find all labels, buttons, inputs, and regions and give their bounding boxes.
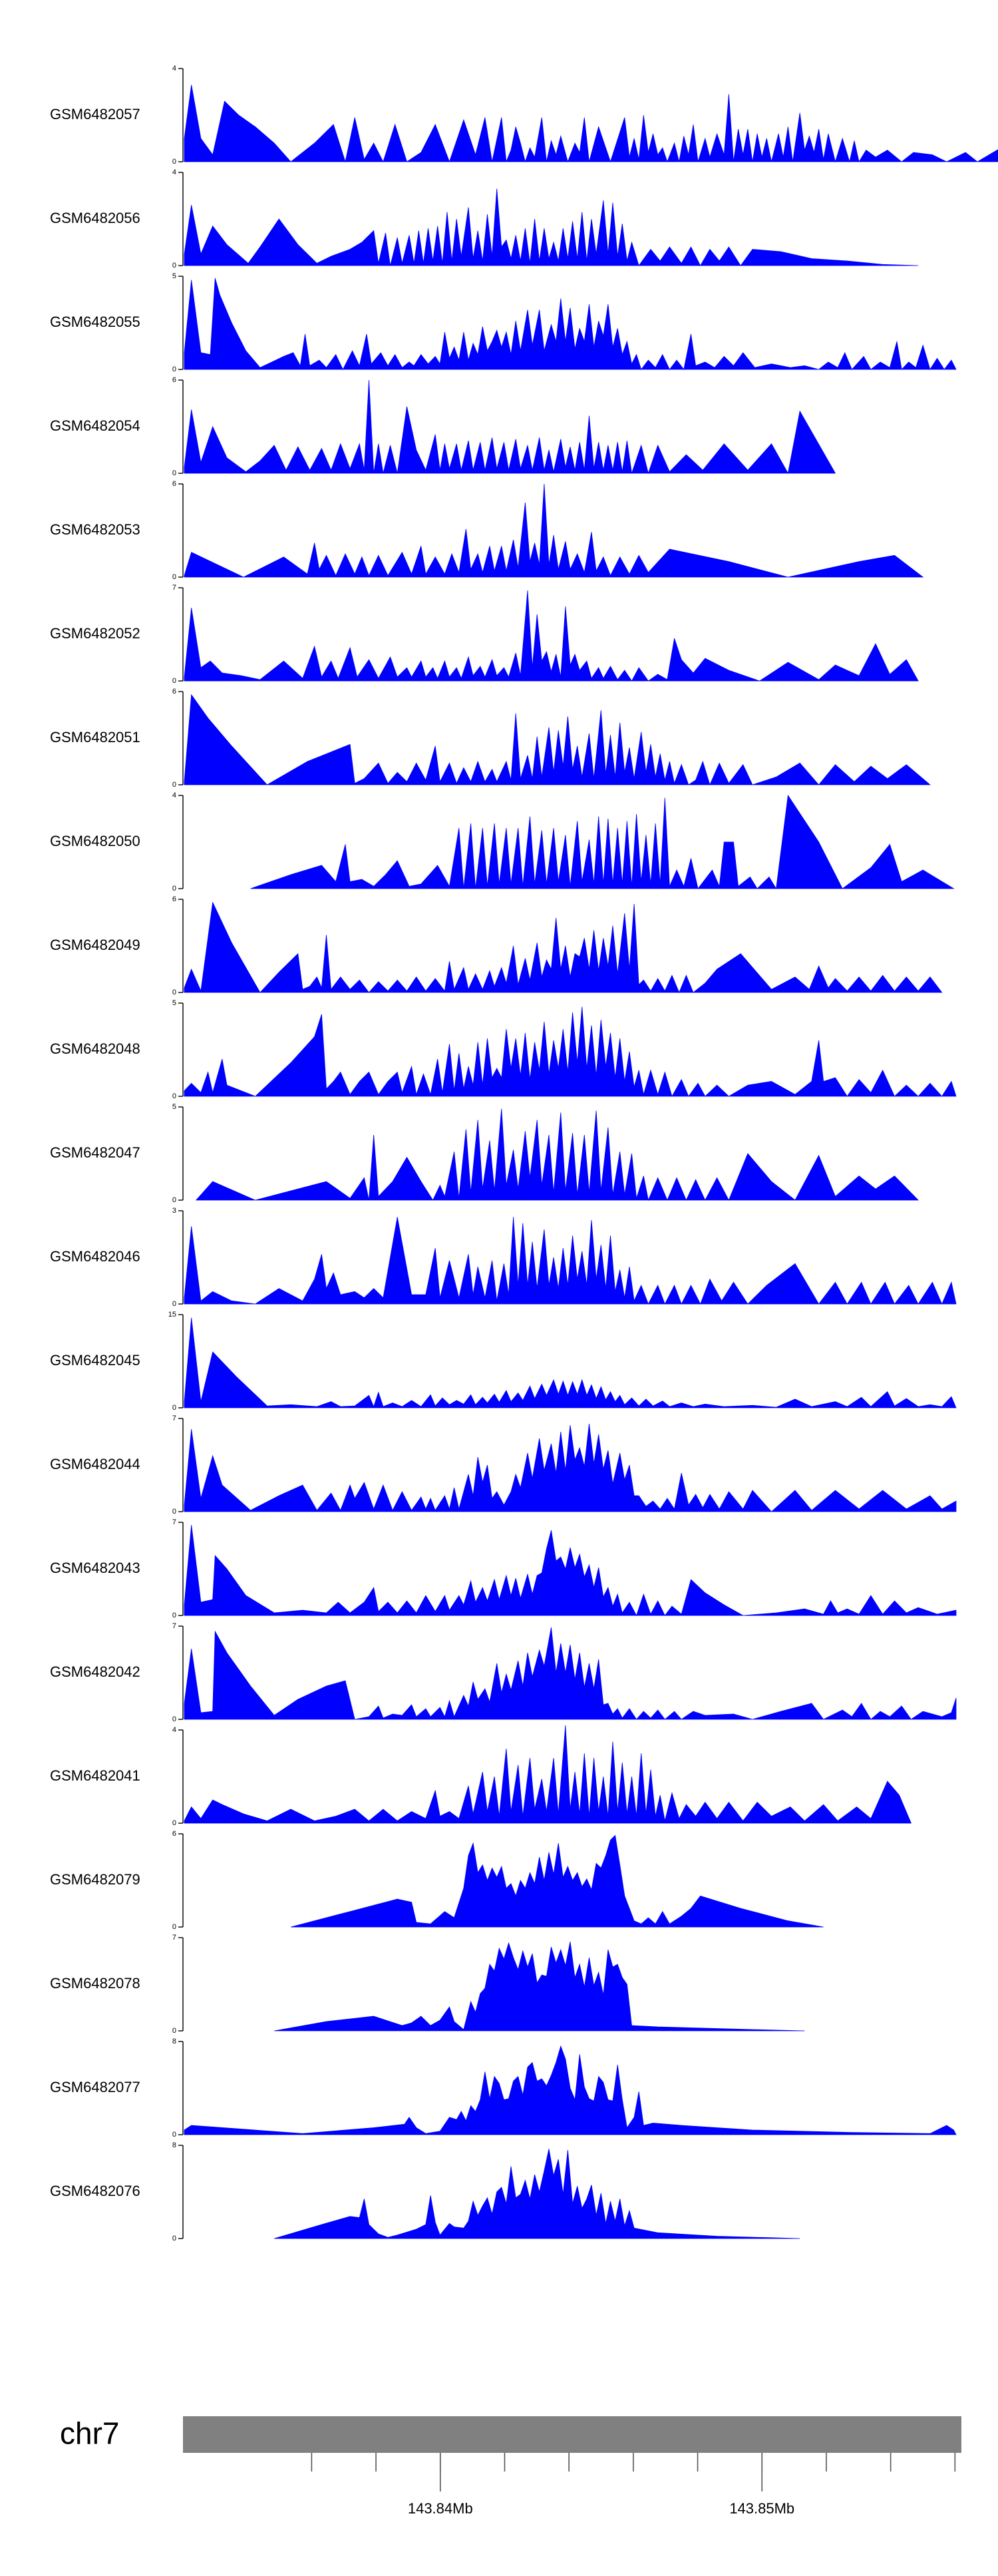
y-axis-max-label: 5 [172,272,176,280]
y-axis-min-label: 0 [172,1923,176,1931]
y-axis-min-label: 0 [172,2131,176,2139]
track-label: GSM6482048 [50,1040,140,1057]
coverage-area [184,1423,957,1512]
y-axis-min-label: 0 [172,1819,176,1827]
track-label: GSM6482078 [50,1975,140,1992]
track-label: GSM6482056 [50,210,140,226]
y-axis-min-label: 0 [172,885,176,893]
y-axis-max-label: 6 [172,688,176,696]
y-axis-max-label: 15 [168,1311,176,1319]
track-label: GSM6482044 [50,1456,140,1472]
track-label: GSM6482051 [50,729,140,746]
y-axis-max-label: 6 [172,895,176,903]
y-axis-max-label: 7 [172,1414,176,1422]
track-label: GSM6482045 [50,1352,140,1369]
y-axis-max-label: 4 [172,791,176,799]
y-axis-max-label: 7 [172,584,176,592]
y-axis-max-label: 7 [172,1934,176,1942]
coverage-area [184,1006,957,1098]
y-axis-min-label: 0 [172,677,176,685]
coverage-area [184,1725,912,1824]
y-axis-min-label: 0 [172,469,176,477]
y-axis-min-label: 0 [172,2235,176,2243]
track-label: GSM6482057 [50,106,140,122]
track-label: GSM6482052 [50,625,140,642]
chromosome-bar [183,2416,961,2453]
track-label: GSM6482042 [50,1663,140,1680]
genome-axis-tick-label: 143.84Mb [408,2500,473,2517]
y-axis-min-label: 0 [172,1715,176,1723]
y-axis-max-label: 6 [172,1830,176,1838]
y-axis-max-label: 4 [172,1726,176,1734]
y-axis-max-label: 8 [172,2038,176,2045]
y-axis-min-label: 0 [172,573,176,581]
y-axis-min-label: 0 [172,2027,176,2035]
y-axis-min-label: 0 [172,1092,176,1100]
y-axis-max-label: 5 [172,1103,176,1111]
coverage-area [184,1627,957,1720]
genome-axis-tick-label: 143.85Mb [729,2500,794,2517]
track-label: GSM6482049 [50,937,140,953]
y-axis-max-label: 4 [172,65,176,73]
y-axis-min-label: 0 [172,1508,176,1516]
track-label: GSM6482041 [50,1767,140,1784]
track-label: GSM6482050 [50,833,140,849]
y-axis-min-label: 0 [172,262,176,270]
coverage-area [184,85,998,163]
y-axis-max-label: 7 [172,1622,176,1630]
track-label: GSM6482046 [50,1248,140,1265]
y-axis-max-label: 5 [172,999,176,1007]
coverage-area [184,590,919,682]
track-label: GSM6482076 [50,2183,140,2199]
coverage-area [184,2045,957,2135]
track-label: GSM6482047 [50,1144,140,1161]
coverage-area [184,901,943,994]
coverage-area [184,1317,957,1408]
coverage-area [184,483,924,578]
y-axis-max-label: 4 [172,168,176,176]
track-label: GSM6482053 [50,521,140,538]
coverage-area [184,379,836,475]
track-label: GSM6482055 [50,314,140,330]
y-axis-max-label: 8 [172,2141,176,2149]
track-label: GSM6482054 [50,417,140,434]
coverage-area [184,1524,957,1617]
track-label: GSM6482043 [50,1560,140,1576]
coverage-area [250,794,955,890]
coverage-area [274,2149,800,2239]
y-axis-min-label: 0 [172,1300,176,1308]
y-axis-max-label: 6 [172,376,176,384]
y-axis-max-label: 3 [172,1207,176,1215]
y-axis-min-label: 0 [172,988,176,996]
y-axis-min-label: 0 [172,158,176,166]
coverage-area [274,1941,805,2032]
coverage-area [195,1108,919,1201]
coverage-area [184,188,919,266]
track-label: GSM6482077 [50,2079,140,2095]
coverage-area [184,1217,957,1305]
y-axis-min-label: 0 [172,1196,176,1204]
y-axis-min-label: 0 [172,781,176,789]
coverage-area [290,1834,824,1928]
y-axis-max-label: 6 [172,480,176,488]
track-label: GSM6482079 [50,1871,140,1888]
chromosome-label: chr7 [60,2416,119,2451]
y-axis-min-label: 0 [172,365,176,373]
coverage-area [184,278,957,370]
coverage-area [184,694,931,786]
y-axis-min-label: 0 [172,1404,176,1412]
y-axis-max-label: 7 [172,1518,176,1526]
y-axis-min-label: 0 [172,1611,176,1619]
